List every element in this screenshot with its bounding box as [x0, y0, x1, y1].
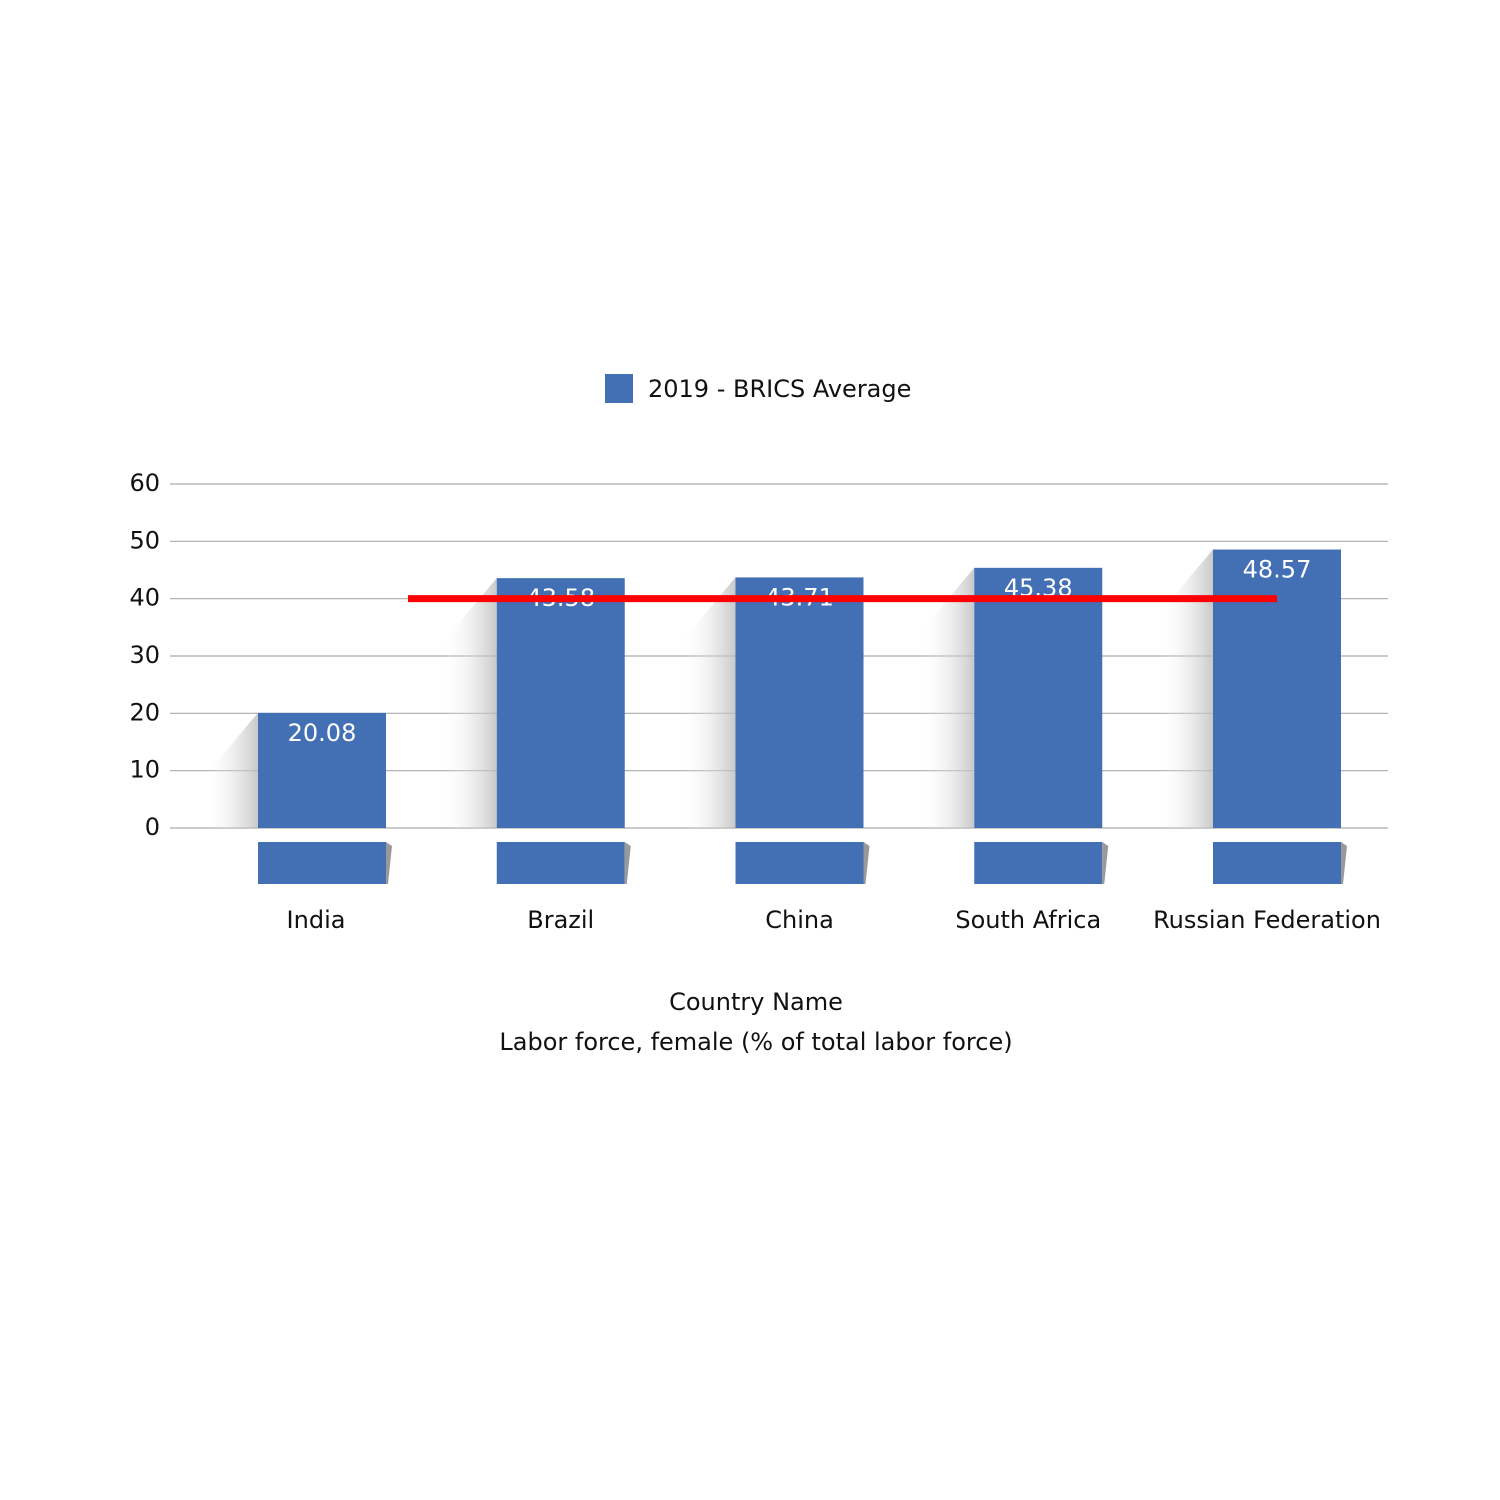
y-tick-label: 20	[129, 698, 160, 726]
x-tick-label: Russian Federation	[1153, 906, 1381, 934]
bar-base	[1213, 842, 1341, 884]
x-tick-label: South Africa	[955, 906, 1101, 934]
bar	[974, 567, 1103, 828]
legend-swatch	[605, 374, 633, 403]
bar-shadow	[680, 577, 736, 828]
x-tick-label: China	[765, 906, 834, 934]
bar	[258, 712, 386, 828]
bar-shadow	[441, 578, 497, 828]
bar-base-shadow	[1102, 842, 1109, 884]
bar-base	[974, 842, 1103, 884]
bar-shadow	[203, 712, 258, 828]
bar	[496, 578, 625, 828]
legend-label: 2019 - BRICS Average	[648, 375, 911, 403]
bar	[1213, 549, 1341, 828]
bar-base	[258, 842, 386, 884]
bar-base-shadow	[863, 842, 870, 884]
x-axis-label: Country Name	[669, 988, 843, 1016]
measure-label: Labor force, female (% of total labor fo…	[499, 1028, 1012, 1056]
y-tick-label: 40	[129, 584, 160, 612]
value-label: 20.08	[288, 719, 357, 747]
bar-base-shadow	[1341, 842, 1347, 884]
x-tick-label: India	[287, 906, 346, 934]
value-label: 48.57	[1243, 556, 1312, 584]
y-tick-label: 60	[129, 469, 160, 497]
y-tick-label: 10	[129, 756, 160, 784]
bar-base-shadow	[624, 842, 631, 884]
y-tick-label: 50	[129, 526, 160, 554]
bar-base	[735, 842, 864, 884]
y-tick-label: 30	[129, 641, 160, 669]
x-tick-label: Brazil	[527, 906, 594, 934]
bar	[735, 577, 864, 828]
bar-shadow	[919, 567, 975, 828]
bar-shadow	[1158, 549, 1213, 828]
bar-base	[496, 842, 625, 884]
y-tick-label: 0	[145, 813, 160, 841]
bar-base-shadow	[386, 842, 392, 884]
